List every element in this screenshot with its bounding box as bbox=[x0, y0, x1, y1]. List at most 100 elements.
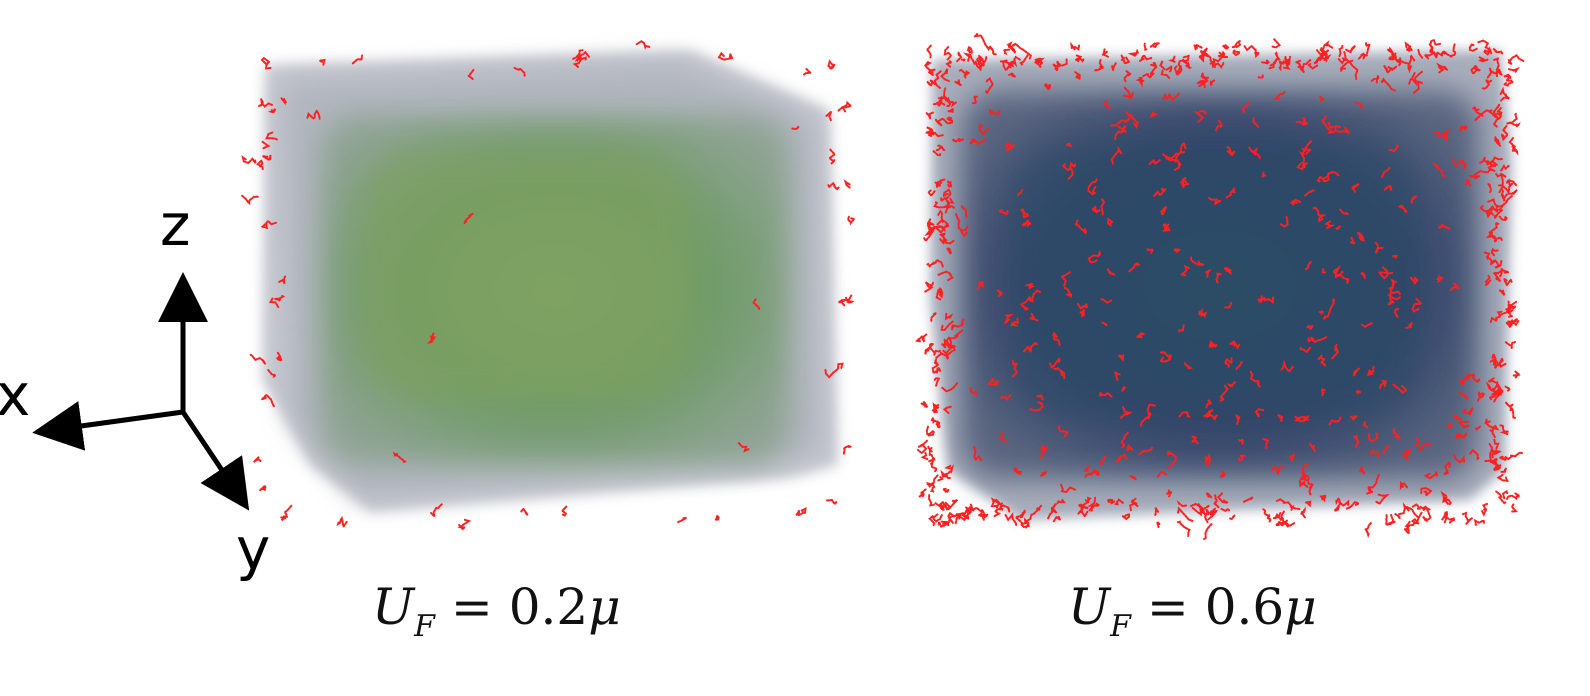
defect-string bbox=[1115, 352, 1125, 362]
defect-string bbox=[996, 208, 1009, 216]
defect-string bbox=[714, 514, 720, 521]
defect-string bbox=[1300, 415, 1310, 423]
defect-string bbox=[1060, 271, 1072, 287]
defect-string bbox=[1206, 412, 1218, 422]
defect-string bbox=[1393, 58, 1403, 67]
defect-string bbox=[1074, 71, 1082, 81]
defect-string bbox=[1443, 511, 1450, 520]
caption-left-value: 0.2 bbox=[508, 578, 589, 636]
defect-string bbox=[1008, 72, 1017, 78]
defect-string bbox=[1313, 52, 1325, 65]
defect-string bbox=[993, 502, 1004, 518]
defect-string bbox=[1390, 49, 1398, 60]
defect-string bbox=[946, 346, 957, 354]
defect-string bbox=[1338, 499, 1350, 507]
defect-string bbox=[961, 514, 970, 521]
defect-string bbox=[249, 353, 267, 365]
defect-string bbox=[1127, 48, 1139, 58]
defect-string bbox=[1469, 448, 1481, 461]
defect-string bbox=[1461, 511, 1474, 525]
defect-string bbox=[1452, 158, 1467, 170]
defect-string bbox=[928, 515, 936, 527]
defect-string bbox=[927, 189, 936, 197]
defect-string bbox=[1327, 121, 1336, 130]
defect-string bbox=[1056, 498, 1066, 505]
defect-string bbox=[1512, 370, 1521, 379]
defect-string bbox=[1385, 514, 1388, 526]
defect-string bbox=[1019, 54, 1029, 66]
defect-string bbox=[1257, 294, 1266, 304]
defect-string bbox=[1121, 512, 1131, 521]
defect-string bbox=[1356, 231, 1366, 242]
defect-string bbox=[1510, 502, 1519, 513]
defect-string bbox=[1406, 519, 1419, 530]
defect-string bbox=[1294, 59, 1306, 74]
defect-string bbox=[278, 275, 287, 285]
defect-string bbox=[1366, 483, 1374, 495]
defect-string bbox=[1482, 251, 1496, 265]
defect-string bbox=[1319, 493, 1329, 503]
defect-string bbox=[1459, 372, 1471, 387]
defect-string bbox=[1488, 377, 1498, 384]
defect-string bbox=[1178, 324, 1185, 333]
defect-string bbox=[1391, 428, 1402, 440]
defect-string bbox=[267, 108, 277, 115]
defect-string bbox=[1254, 408, 1265, 418]
defect-string bbox=[1422, 50, 1438, 60]
defect-string bbox=[1279, 510, 1296, 528]
defect-string bbox=[1162, 223, 1171, 232]
defect-string bbox=[1495, 490, 1507, 505]
defect-string bbox=[1320, 387, 1326, 397]
defect-string bbox=[1278, 519, 1289, 528]
defect-string bbox=[945, 312, 954, 321]
defect-string bbox=[1407, 64, 1413, 74]
defect-string bbox=[950, 318, 965, 331]
defect-string bbox=[1388, 290, 1401, 304]
defect-string bbox=[1479, 204, 1499, 213]
defect-string bbox=[1499, 125, 1509, 142]
defect-string bbox=[952, 136, 965, 143]
defect-string bbox=[426, 332, 437, 344]
defect-string bbox=[1002, 504, 1011, 512]
caption-left-subscript: F bbox=[414, 609, 435, 644]
defect-string bbox=[1392, 383, 1408, 395]
defect-string bbox=[1120, 54, 1131, 65]
defect-string bbox=[1484, 418, 1493, 429]
defect-string bbox=[1307, 335, 1328, 344]
defect-string bbox=[1262, 508, 1273, 523]
defect-string bbox=[945, 246, 952, 255]
defect-string bbox=[1493, 438, 1500, 450]
defect-string bbox=[737, 441, 750, 453]
defect-string bbox=[1320, 115, 1336, 134]
defect-string bbox=[1306, 323, 1314, 332]
defect-string bbox=[947, 107, 955, 113]
defect-string bbox=[1013, 465, 1022, 475]
defect-string bbox=[1490, 351, 1501, 367]
defect-string bbox=[1160, 351, 1173, 360]
defect-string bbox=[1160, 69, 1171, 80]
defect-string bbox=[1114, 498, 1125, 506]
defect-string bbox=[1467, 174, 1480, 180]
defect-string bbox=[1374, 241, 1384, 254]
defect-string bbox=[1214, 272, 1222, 284]
defect-string bbox=[1209, 55, 1229, 65]
defect-string bbox=[1366, 365, 1375, 377]
defect-string bbox=[1337, 57, 1347, 65]
defect-string bbox=[1253, 48, 1261, 59]
defect-string bbox=[936, 95, 951, 102]
defect-string bbox=[1069, 161, 1076, 170]
defect-string bbox=[955, 213, 963, 232]
defect-string bbox=[988, 109, 1001, 116]
defect-string bbox=[1050, 503, 1058, 514]
defect-string bbox=[1388, 285, 1395, 292]
defect-string bbox=[1481, 502, 1490, 517]
defect-string bbox=[935, 420, 941, 429]
defect-string bbox=[261, 140, 271, 150]
defect-string bbox=[1269, 51, 1281, 67]
defect-string bbox=[1004, 140, 1016, 153]
defect-string bbox=[801, 68, 813, 77]
defect-string bbox=[977, 123, 990, 136]
defect-string bbox=[261, 393, 275, 408]
defect-string bbox=[1350, 236, 1356, 245]
defect-string bbox=[1029, 312, 1040, 322]
